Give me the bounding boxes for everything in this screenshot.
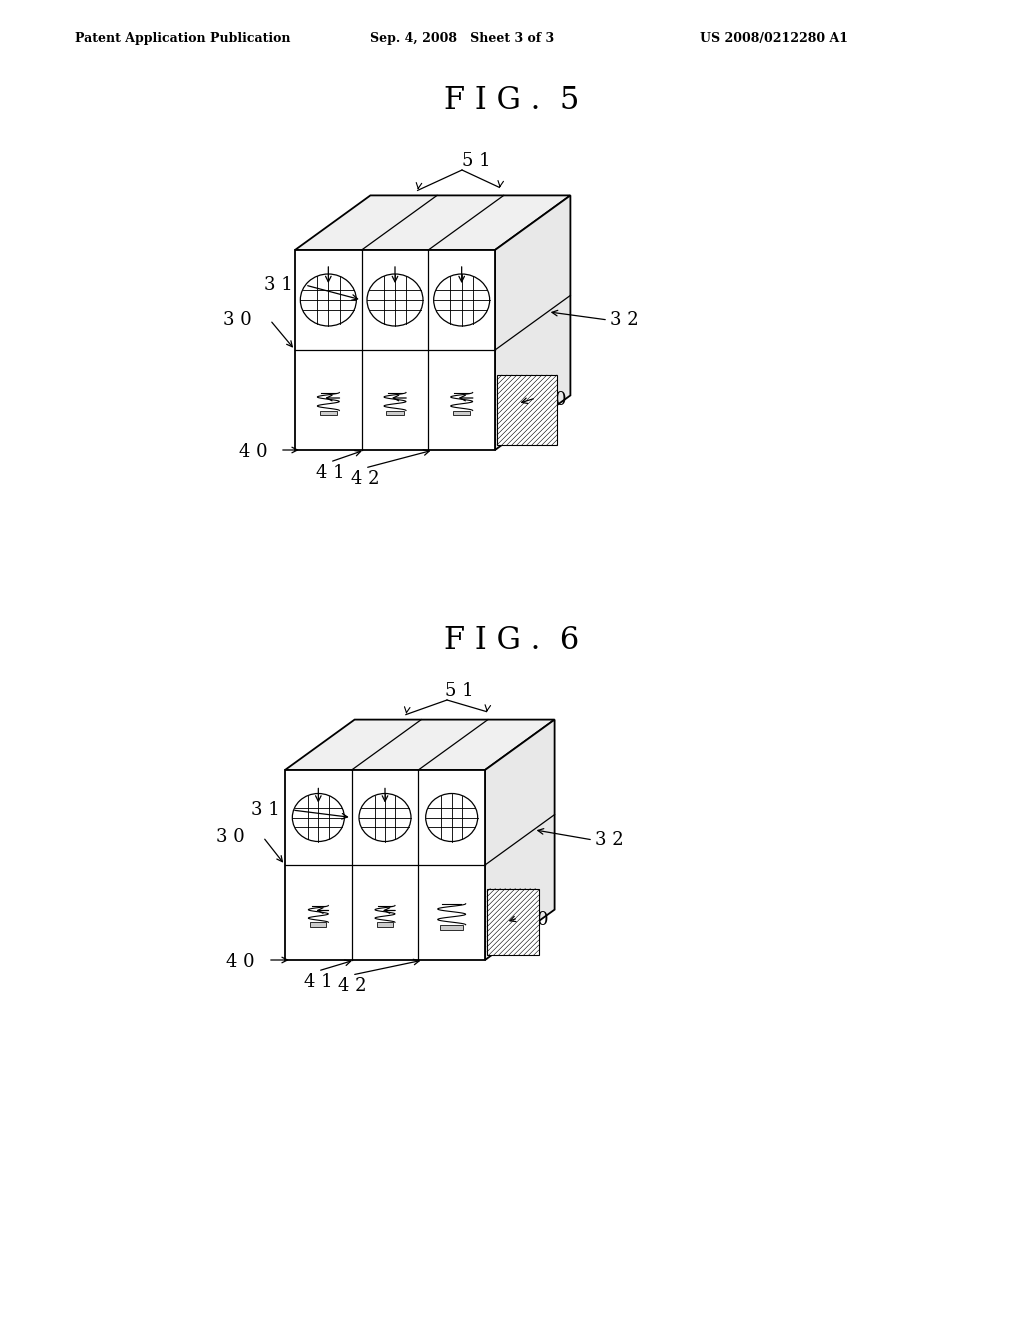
Bar bbox=[487, 888, 539, 954]
Text: 3 0: 3 0 bbox=[216, 828, 245, 846]
Bar bbox=[377, 923, 393, 927]
Text: US 2008/0212280 A1: US 2008/0212280 A1 bbox=[700, 32, 848, 45]
Polygon shape bbox=[285, 719, 555, 770]
Bar bbox=[319, 411, 337, 414]
Bar bbox=[386, 411, 403, 414]
Ellipse shape bbox=[359, 793, 411, 842]
Text: 4 1: 4 1 bbox=[315, 465, 344, 482]
Ellipse shape bbox=[300, 275, 356, 326]
Ellipse shape bbox=[434, 275, 489, 326]
Text: 5 1: 5 1 bbox=[445, 682, 474, 700]
Text: 5 0: 5 0 bbox=[538, 391, 566, 409]
Polygon shape bbox=[495, 195, 570, 450]
Bar bbox=[453, 411, 470, 414]
Polygon shape bbox=[295, 249, 495, 450]
Text: 4 2: 4 2 bbox=[338, 977, 367, 995]
Text: 4 0: 4 0 bbox=[240, 444, 268, 461]
Text: 4 2: 4 2 bbox=[351, 470, 379, 488]
Text: 4 0: 4 0 bbox=[226, 953, 255, 972]
Text: 3 1: 3 1 bbox=[251, 801, 280, 818]
Text: Patent Application Publication: Patent Application Publication bbox=[75, 32, 291, 45]
Ellipse shape bbox=[367, 275, 423, 326]
Bar bbox=[497, 375, 557, 445]
Bar bbox=[440, 925, 463, 931]
Text: F I G .  6: F I G . 6 bbox=[444, 624, 580, 656]
Text: 3 2: 3 2 bbox=[610, 312, 639, 329]
Text: 5 0: 5 0 bbox=[520, 911, 549, 929]
Text: Sep. 4, 2008   Sheet 3 of 3: Sep. 4, 2008 Sheet 3 of 3 bbox=[370, 32, 554, 45]
Bar bbox=[310, 923, 327, 927]
Ellipse shape bbox=[426, 793, 477, 842]
Polygon shape bbox=[485, 719, 555, 960]
Text: 3 0: 3 0 bbox=[223, 312, 252, 329]
Ellipse shape bbox=[292, 793, 344, 842]
Text: 3 2: 3 2 bbox=[595, 832, 624, 849]
Polygon shape bbox=[285, 770, 485, 960]
Text: 5 1: 5 1 bbox=[462, 152, 490, 170]
Text: 3 1: 3 1 bbox=[264, 276, 293, 294]
Text: F I G .  5: F I G . 5 bbox=[444, 84, 580, 116]
Text: 4 1: 4 1 bbox=[304, 973, 333, 991]
Polygon shape bbox=[295, 195, 570, 249]
